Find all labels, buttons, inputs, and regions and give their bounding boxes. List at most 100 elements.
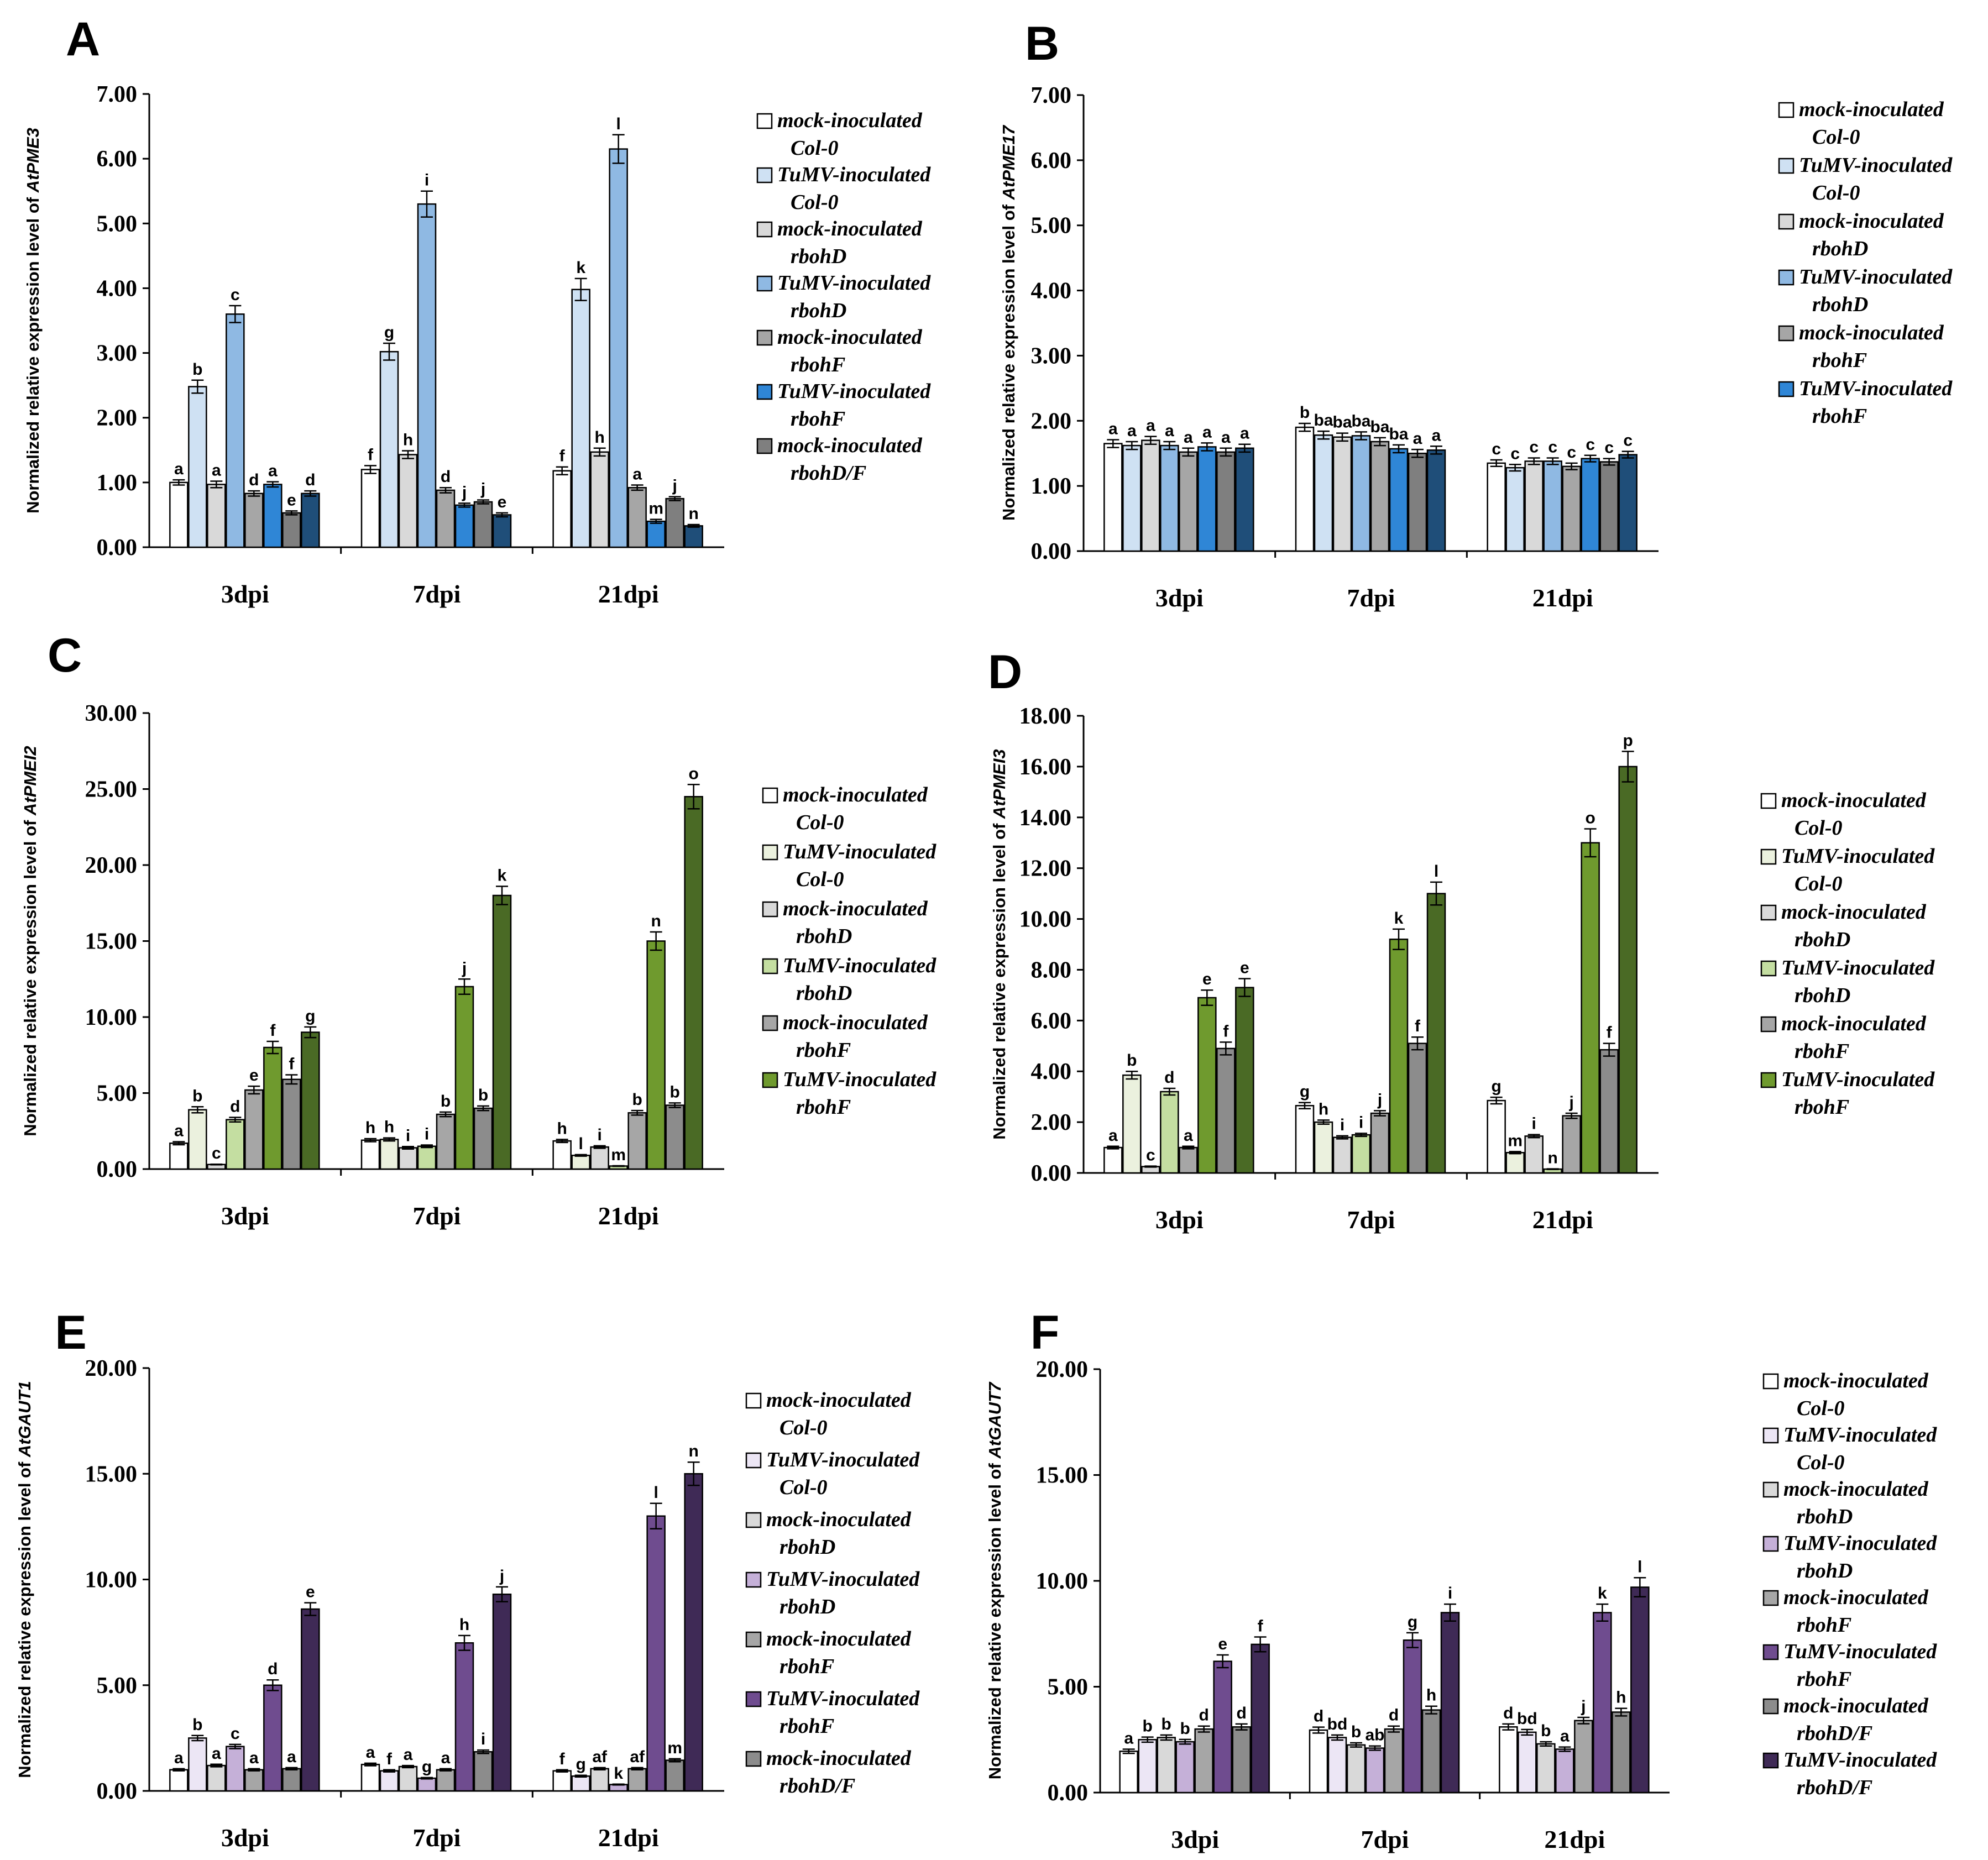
bar [1389, 939, 1409, 1174]
y-tick-label: 25.00 [85, 777, 138, 803]
significance-letter: f [1258, 1617, 1264, 1635]
legend-label: TuMV-inoculated [1799, 265, 1953, 289]
y-axis-title: Normalized relative expression level of … [15, 1381, 34, 1778]
bar [226, 313, 245, 548]
significance-letter: a [1560, 1727, 1570, 1746]
significance-letter: m [611, 1146, 626, 1164]
bar [1235, 987, 1254, 1174]
significance-letter: af [592, 1748, 608, 1766]
bar [1251, 1643, 1270, 1794]
significance-letter: e [249, 1066, 259, 1084]
bar [646, 520, 666, 548]
legend-label-line2: Col-0 [1795, 816, 1843, 840]
legend-label-line2: Col-0 [796, 868, 844, 891]
legend-swatch [1762, 1536, 1779, 1552]
y-tick-label: 18.00 [1019, 704, 1072, 729]
bar [1524, 1135, 1544, 1174]
bar [1119, 1751, 1138, 1794]
legend-swatch [745, 1631, 762, 1648]
x-tick-label: 21dpi [1544, 1825, 1605, 1853]
bar [398, 1147, 418, 1170]
legend-label: mock-inoculated [766, 1389, 912, 1412]
legend-label-line2: rbohF [1797, 1613, 1851, 1637]
bar [571, 1775, 590, 1792]
significance-letter: f [270, 1021, 276, 1040]
significance-letter: c [212, 1144, 221, 1162]
legend-swatch [1778, 381, 1795, 397]
bar [436, 1113, 456, 1170]
legend-swatch [1760, 848, 1777, 865]
significance-letter: m [648, 500, 663, 518]
bar [207, 484, 226, 548]
y-tick-label: 10.00 [85, 1568, 138, 1593]
bar [282, 1078, 301, 1170]
significance-letter: d [268, 1660, 278, 1678]
bar [1346, 1744, 1366, 1794]
legend-label-line2: Col-0 [779, 1476, 828, 1499]
bar [1314, 1121, 1333, 1174]
legend-swatch [756, 275, 773, 292]
significance-letter: a [632, 465, 642, 484]
bar [1160, 1091, 1179, 1174]
significance-letter: e [1240, 959, 1249, 977]
x-tick-label: 3dpi [221, 580, 269, 608]
significance-letter: af [630, 1748, 645, 1766]
legend-label: mock-inoculated [1781, 789, 1927, 812]
legend-swatch [1778, 102, 1795, 118]
legend-swatch [1760, 1016, 1777, 1033]
panel-letter: A [66, 13, 100, 66]
significance-letter: d [1314, 1707, 1323, 1726]
bar [207, 1764, 226, 1792]
significance-letter: k [498, 867, 507, 885]
bar [1618, 454, 1638, 552]
legend-label: TuMV-inoculated [1783, 1640, 1937, 1663]
significance-letter: ba [1370, 418, 1389, 436]
bar [1426, 893, 1446, 1174]
y-axis-title-gene: AtPMEI3 [990, 749, 1009, 819]
significance-letter: d [1389, 1706, 1399, 1725]
legend-label: TuMV-inoculated [1781, 1068, 1935, 1091]
y-axis-title: Normalized relative expression level of … [999, 124, 1018, 521]
significance-letter: a [1184, 428, 1193, 447]
bar [436, 489, 456, 548]
x-tick-label: 3dpi [221, 1202, 269, 1230]
bar [1524, 460, 1544, 552]
x-tick-label: 21dpi [598, 1824, 659, 1852]
x-tick-label: 3dpi [1171, 1825, 1219, 1853]
bar [1574, 1720, 1593, 1794]
significance-letter: c [1586, 436, 1595, 454]
bar [360, 1763, 380, 1792]
x-tick-label: 21dpi [598, 580, 659, 608]
legend-label-line2: Col-0 [1797, 1451, 1845, 1474]
significance-letter: a [1146, 417, 1155, 435]
legend-label-line2: Col-0 [791, 191, 839, 214]
significance-letter: g [1300, 1083, 1310, 1101]
bar [301, 1608, 320, 1792]
bar [1327, 1737, 1347, 1794]
significance-letter: a [212, 462, 221, 480]
significance-letter: ba [1314, 411, 1333, 429]
bar [684, 796, 703, 1170]
y-axis-title: Normalized relative expression level of … [990, 749, 1009, 1139]
bar [360, 469, 380, 548]
legend-label: TuMV-inoculated [777, 380, 931, 403]
y-tick-label: 20.00 [85, 853, 138, 878]
significance-letter: o [1586, 809, 1595, 827]
significance-letter: b [1541, 1722, 1551, 1740]
bar [1122, 444, 1142, 552]
legend-swatch [756, 167, 773, 184]
significance-letter: ab [1365, 1726, 1384, 1744]
bar [244, 492, 264, 548]
legend-label: TuMV-inoculated [1799, 377, 1953, 400]
significance-letter: i [406, 1127, 410, 1145]
chart-panel-d: D Normalized relative expression level of… [988, 646, 1935, 1234]
bar [1581, 458, 1600, 552]
significance-letter: c [1529, 438, 1539, 456]
bar [1630, 1586, 1650, 1794]
y-axis-title: Normalized relative expression level of … [23, 128, 43, 514]
bar [1440, 1612, 1460, 1794]
y-tick-label: 6.00 [1031, 1008, 1072, 1034]
y-axis-title-gene: AtPME3 [23, 128, 43, 193]
significance-letter: c [231, 1725, 240, 1743]
legend-swatch [762, 844, 778, 861]
